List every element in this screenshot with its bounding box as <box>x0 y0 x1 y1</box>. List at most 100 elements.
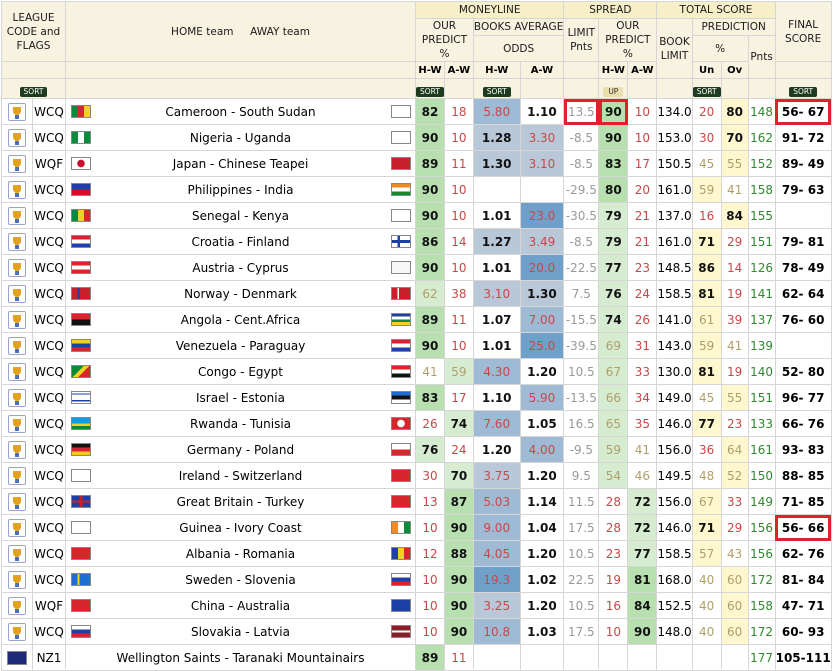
table-row[interactable]: WCQ Croatia - Finland 86 14 1.27 3.49 -8.5 79 21… <box>1 228 832 255</box>
home-team[interactable]: China <box>190 598 226 613</box>
home-team[interactable]: Norway <box>184 286 230 301</box>
away-team[interactable]: Romania <box>242 546 296 561</box>
table-row[interactable]: WCQ Rwanda - Tunisia 26 74 7.60 1.05 16.5 65 35 1… <box>1 410 832 437</box>
away-team[interactable]: Finland <box>246 234 290 249</box>
away-team[interactable]: Turkey <box>265 494 305 509</box>
table-row[interactable]: WCQ Sweden - Slovenia 10 90 19.3 1.02 22.5 19 81… <box>1 566 832 593</box>
away-team[interactable]: Tunisia <box>250 416 292 431</box>
away-team[interactable]: Latvia <box>253 624 290 639</box>
away-team[interactable]: Poland <box>254 442 295 457</box>
table-row[interactable]: WCQ Cameroon - South Sudan 82 18 5.80 1.10 13.… <box>1 98 832 125</box>
away-team[interactable]: Cyprus <box>246 260 289 275</box>
table-row[interactable]: WQF Japan - Chinese Teapei 89 11 1.30 3.10 -8.… <box>1 150 832 177</box>
table-row[interactable]: WCQ Albania - Romania 12 88 4.05 1.20 10.5 23 77… <box>1 540 832 567</box>
basketball-trophy-icon[interactable] <box>8 102 26 121</box>
home-team[interactable]: Germany <box>186 442 243 457</box>
basketball-trophy-icon[interactable] <box>8 492 26 511</box>
away-team[interactable]: South Sudan <box>239 104 316 119</box>
basketball-trophy-icon[interactable] <box>8 258 26 277</box>
away-team[interactable]: India <box>264 182 294 197</box>
table-row[interactable]: WCQ Congo - Egypt 41 59 4.30 1.20 10.5 67 33 130.… <box>1 358 832 385</box>
home-team[interactable]: Austria <box>192 260 235 275</box>
home-team[interactable]: Angola <box>180 312 223 327</box>
basketball-trophy-icon[interactable] <box>8 128 26 147</box>
home-team[interactable]: Senegal <box>192 208 241 223</box>
away-team[interactable]: Switzerland <box>232 468 303 483</box>
home-team[interactable]: Guinea <box>179 520 222 535</box>
basketball-trophy-icon[interactable] <box>8 362 26 381</box>
away-team[interactable]: Denmark <box>241 286 297 301</box>
total-under-pct: 61 <box>691 306 722 333</box>
basketball-trophy-icon[interactable] <box>8 180 26 199</box>
sort-moneyline-button[interactable]: SORT <box>416 87 444 97</box>
table-row[interactable]: NZ1 Wellington Saints - Taranaki Mountain… <box>1 644 832 671</box>
away-team[interactable]: Slovenia <box>244 572 296 587</box>
table-row[interactable]: WCQ Guinea - Ivory Coast 10 90 9.00 1.04 17.5 2… <box>1 514 832 541</box>
hw-label: H-W <box>415 61 445 79</box>
away-team[interactable]: Paraguay <box>249 338 306 353</box>
home-team[interactable]: Cameroon <box>165 104 228 119</box>
table-row[interactable]: WCQ Philippines - India 90 10 -29.5 80 20 161.0… <box>1 176 832 203</box>
home-team[interactable]: Albania <box>185 546 231 561</box>
home-team[interactable]: Great Britain <box>176 494 254 509</box>
home-team[interactable]: Philippines <box>187 182 253 197</box>
table-row[interactable]: WCQ Venezuela - Paraguay 90 10 1.01 25.0 -39.5… <box>1 332 832 359</box>
home-team[interactable]: Venezuela <box>175 338 238 353</box>
away-team[interactable]: Australia <box>237 598 291 613</box>
away-team[interactable]: Taranaki Mountainairs <box>232 650 365 665</box>
basketball-trophy-icon[interactable] <box>8 544 26 563</box>
home-team[interactable]: Japan <box>172 156 207 171</box>
basketball-trophy-icon[interactable] <box>8 466 26 485</box>
table-row[interactable]: WCQ Germany - Poland 76 24 1.20 4.00 -9.5 59 41 1… <box>1 436 832 463</box>
basketball-trophy-icon[interactable] <box>8 622 26 641</box>
basketball-trophy-icon[interactable] <box>8 310 26 329</box>
table-row[interactable]: WCQ Angola - Cent.Africa 89 11 1.07 7.00 -15.5… <box>1 306 832 333</box>
basketball-trophy-icon[interactable] <box>8 336 26 355</box>
home-team[interactable]: Nigeria <box>189 130 233 145</box>
home-team[interactable]: Ireland <box>178 468 221 483</box>
home-team[interactable]: Slovakia <box>191 624 242 639</box>
home-team[interactable]: Congo <box>198 364 237 379</box>
home-team[interactable]: Rwanda <box>189 416 239 431</box>
away-team[interactable]: Estonia <box>240 390 285 405</box>
home-flag-icon <box>71 417 91 430</box>
table-row[interactable]: WCQ Nigeria - Uganda 90 10 1.28 3.30 -8.5 90 10 1… <box>1 124 832 151</box>
basketball-trophy-icon[interactable] <box>8 440 26 459</box>
basketball-trophy-icon[interactable] <box>8 232 26 251</box>
home-team[interactable]: Israel <box>196 390 229 405</box>
basketball-trophy-icon[interactable] <box>7 650 27 665</box>
away-team[interactable]: Egypt <box>248 364 283 379</box>
sort-blank <box>656 78 693 99</box>
table-row[interactable]: WCQ Ireland - Switzerland 30 70 3.75 1.20 9.5 5… <box>1 462 832 489</box>
sort-final-button[interactable]: SORT <box>789 87 818 97</box>
away-team[interactable]: Uganda <box>244 130 292 145</box>
home-team[interactable]: Croatia <box>191 234 235 249</box>
total-over-pct: 60 <box>720 618 749 645</box>
away-team[interactable]: Chinese Teapei <box>218 156 309 171</box>
sort-total-button[interactable]: SORT <box>693 87 721 97</box>
away-team[interactable]: Ivory Coast <box>233 520 302 535</box>
sort-league-button[interactable]: SORT <box>19 87 48 97</box>
table-row[interactable]: WCQ Austria - Cyprus 90 10 1.01 20.0 -22.5 77 23… <box>1 254 832 281</box>
away-team[interactable]: Kenya <box>252 208 289 223</box>
table-row[interactable]: WCQ Great Britain - Turkey 13 87 5.03 1.14 11.… <box>1 488 832 515</box>
basketball-trophy-icon[interactable] <box>8 414 26 433</box>
table-row[interactable]: WCQ Israel - Estonia 83 17 1.10 5.90 -13.5 66 34… <box>1 384 832 411</box>
basketball-trophy-icon[interactable] <box>8 154 26 173</box>
table-row[interactable]: WCQ Norway - Denmark 62 38 3.10 1.30 7.5 76 24 15… <box>1 280 832 307</box>
basketball-trophy-icon[interactable] <box>8 388 26 407</box>
basketball-trophy-icon[interactable] <box>8 284 26 303</box>
basketball-trophy-icon[interactable] <box>8 596 26 615</box>
basketball-trophy-icon[interactable] <box>8 570 26 589</box>
basketball-trophy-icon[interactable] <box>8 518 26 537</box>
table-row[interactable]: WCQ Slovakia - Latvia 10 90 10.8 1.03 17.5 10 90… <box>1 618 832 645</box>
table-row[interactable]: WQF China - Australia 10 90 3.25 1.20 10.5 16 84… <box>1 592 832 619</box>
sort-odds-button[interactable]: SORT <box>482 87 511 97</box>
away-team[interactable]: Cent.Africa <box>234 312 301 327</box>
basketball-trophy-icon[interactable] <box>8 206 26 225</box>
table-row[interactable]: WCQ Senegal - Kenya 90 10 1.01 23.0 -30.5 79 21 1… <box>1 202 832 229</box>
home-team[interactable]: Wellington Saints <box>116 650 221 665</box>
sort-spread-up-button[interactable]: UP <box>603 87 624 97</box>
team-separator: - <box>227 104 240 119</box>
home-team[interactable]: Sweden <box>185 572 233 587</box>
